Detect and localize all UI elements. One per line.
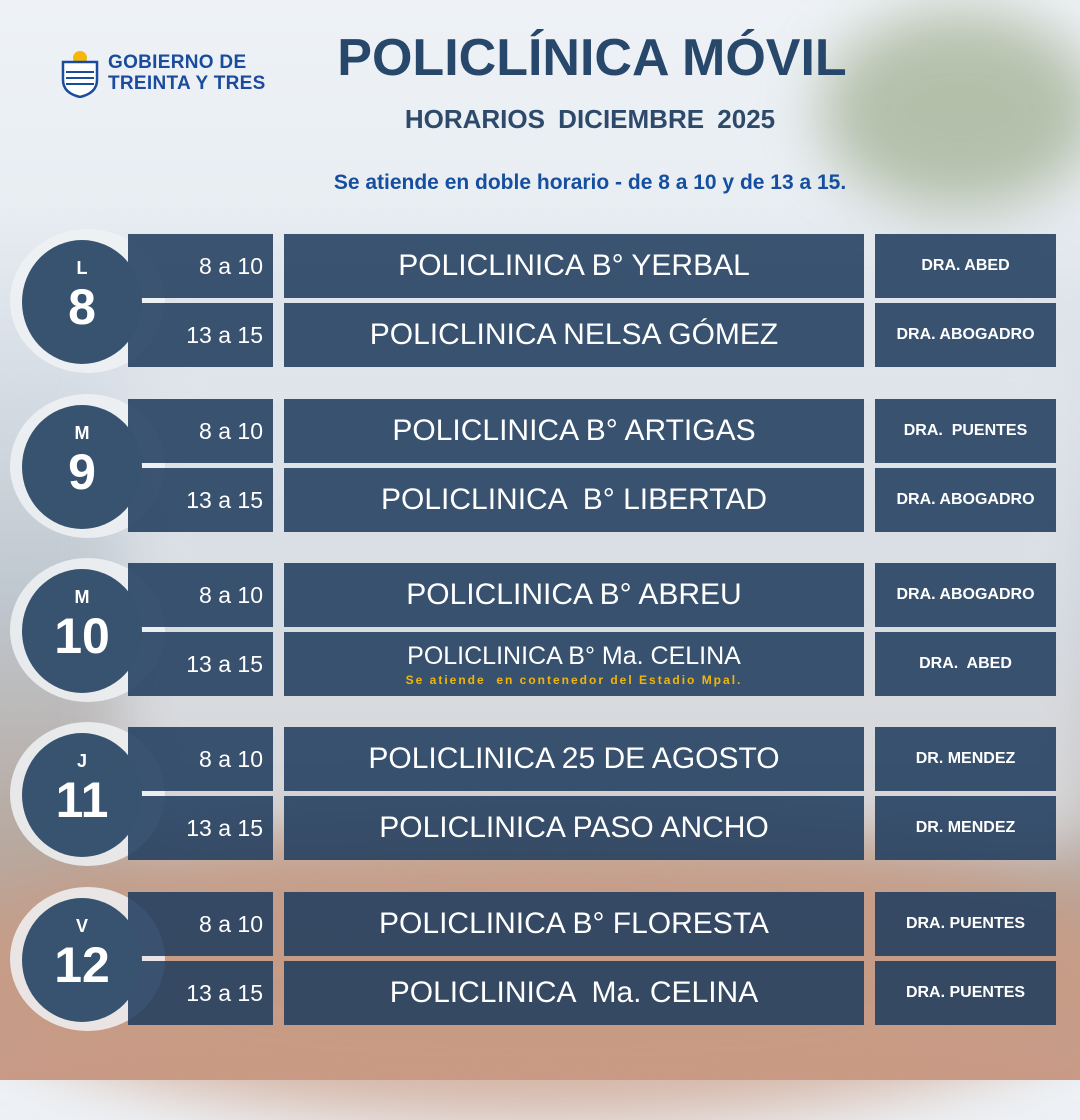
clinic-name: POLICLINICA Ma. CELINA — [389, 976, 759, 1009]
clinic-name: POLICLINICA B° FLORESTA — [379, 907, 769, 940]
clinic-name: POLICLINICA B° Ma. CELINA — [407, 641, 741, 670]
clinic-cell: POLICLINICA PASO ANCHO — [284, 796, 864, 860]
coat-of-arms-icon — [61, 51, 99, 98]
logo: GOBIERNO DE TREINTA Y TRES — [60, 48, 266, 98]
day-badge: M 9 — [22, 405, 142, 529]
clinic-name: POLICLINICA NELSA GÓMEZ — [369, 318, 779, 351]
time-slot: 13 a 15 — [128, 468, 273, 532]
time-slot: 8 a 10 — [128, 892, 273, 956]
schedule-row: 8 a 10 POLICLINICA B° ABREU DRA. ABOGADR… — [0, 563, 1080, 627]
schedule-row: 8 a 10 POLICLINICA B° ARTIGAS DRA. PUENT… — [0, 399, 1080, 463]
doctor-name: DRA. ABED — [875, 234, 1056, 298]
doctor-name: DRA. PUENTES — [875, 892, 1056, 956]
clinic-cell: POLICLINICA B° LIBERTAD — [284, 468, 864, 532]
schedule-row: 13 a 15 POLICLINICA Ma. CELINA DRA. PUEN… — [0, 961, 1080, 1025]
day-badge: L 8 — [22, 240, 142, 364]
doctor-name: DRA. PUENTES — [875, 961, 1056, 1025]
day-badge: J 11 — [22, 733, 142, 857]
clinic-note: Se atiende en contenedor del Estadio Mpa… — [405, 672, 743, 687]
time-slot: 13 a 15 — [128, 303, 273, 367]
clinic-cell: POLICLINICA B° FLORESTA — [284, 892, 864, 956]
day-letter: M — [74, 587, 90, 607]
page-subtitle: HORARIOS DICIEMBRE 2025 — [404, 104, 776, 134]
day-group: L 8 8 a 10 POLICLINICA B° YERBAL DRA. AB… — [0, 229, 1080, 373]
day-group: V 12 8 a 10 POLICLINICA B° FLORESTA DRA.… — [0, 887, 1080, 1031]
day-number: 10 — [54, 608, 110, 664]
schedule-row: 8 a 10 POLICLINICA B° YERBAL DRA. ABED — [0, 234, 1080, 298]
day-number: 9 — [68, 444, 96, 500]
clinic-cell: POLICLINICA NELSA GÓMEZ — [284, 303, 864, 367]
time-slot: 8 a 10 — [128, 234, 273, 298]
day-badge: M 10 — [22, 569, 142, 693]
schedule-row: 8 a 10 POLICLINICA B° FLORESTA DRA. PUEN… — [0, 892, 1080, 956]
clinic-name: POLICLINICA PASO ANCHO — [379, 811, 769, 844]
clinic-name: POLICLINICA B° YERBAL — [398, 249, 750, 282]
clinic-cell: POLICLINICA 25 DE AGOSTO — [284, 727, 864, 791]
day-group: M 10 8 a 10 POLICLINICA B° ABREU DRA. AB… — [0, 558, 1080, 702]
doctor-name: DR. MENDEZ — [875, 796, 1056, 860]
clinic-cell: POLICLINICA B° ABREU — [284, 563, 864, 627]
schedule-row: 13 a 15 POLICLINICA B° LIBERTAD DRA. ABO… — [0, 468, 1080, 532]
schedule-row: 13 a 15 POLICLINICA B° Ma. CELINA Se ati… — [0, 632, 1080, 696]
time-slot: 8 a 10 — [128, 399, 273, 463]
day-badge: V 12 — [22, 898, 142, 1022]
logo-line-2: TREINTA Y TRES — [108, 73, 266, 94]
doctor-name: DRA. ABOGADRO — [875, 468, 1056, 532]
clinic-name: POLICLINICA B° ARTIGAS — [392, 414, 756, 447]
time-slot: 13 a 15 — [128, 632, 273, 696]
clinic-name: POLICLINICA B° LIBERTAD — [380, 483, 767, 516]
schedule-note: Se atiende en doble horario - de 8 a 10 … — [333, 171, 847, 194]
doctor-name: DRA. ABOGADRO — [875, 563, 1056, 627]
page-title: POLICLÍNICA MÓVIL — [337, 29, 847, 87]
clinic-cell: POLICLINICA Ma. CELINA — [284, 961, 864, 1025]
logo-line-1: GOBIERNO DE — [108, 52, 247, 73]
day-number: 12 — [54, 937, 110, 993]
clinic-cell: POLICLINICA B° Ma. CELINA Se atiende en … — [284, 632, 864, 696]
schedule-row: 13 a 15 POLICLINICA NELSA GÓMEZ DRA. ABO… — [0, 303, 1080, 367]
clinic-name: POLICLINICA 25 DE AGOSTO — [368, 742, 780, 775]
doctor-name: DRA. ABOGADRO — [875, 303, 1056, 367]
background-tree — [820, 10, 1080, 210]
time-slot: 13 a 15 — [128, 796, 273, 860]
day-letter: L — [76, 258, 88, 278]
doctor-name: DR. MENDEZ — [875, 727, 1056, 791]
time-slot: 8 a 10 — [128, 563, 273, 627]
day-letter: V — [75, 916, 88, 936]
time-slot: 8 a 10 — [128, 727, 273, 791]
schedule-row: 13 a 15 POLICLINICA PASO ANCHO DR. MENDE… — [0, 796, 1080, 860]
day-letter: J — [76, 751, 87, 771]
clinic-cell: POLICLINICA B° YERBAL — [284, 234, 864, 298]
day-letter: M — [74, 423, 90, 443]
day-number: 11 — [55, 772, 109, 828]
doctor-name: DRA. ABED — [875, 632, 1056, 696]
clinic-name: POLICLINICA B° ABREU — [406, 578, 742, 611]
schedule-row: 8 a 10 POLICLINICA 25 DE AGOSTO DR. MEND… — [0, 727, 1080, 791]
doctor-name: DRA. PUENTES — [875, 399, 1056, 463]
day-number: 8 — [68, 279, 96, 335]
day-group: M 9 8 a 10 POLICLINICA B° ARTIGAS DRA. P… — [0, 394, 1080, 538]
clinic-cell: POLICLINICA B° ARTIGAS — [284, 399, 864, 463]
day-group: J 11 8 a 10 POLICLINICA 25 DE AGOSTO DR.… — [0, 722, 1080, 866]
time-slot: 13 a 15 — [128, 961, 273, 1025]
